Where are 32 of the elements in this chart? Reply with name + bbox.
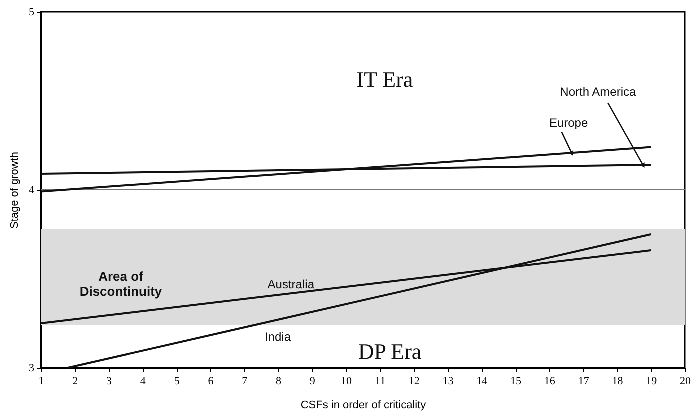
x-tick-label: 20: [680, 376, 692, 388]
x-tick-label: 13: [442, 376, 454, 388]
x-tick-label: 6: [208, 376, 214, 388]
annotation: IT Era: [356, 67, 414, 92]
y-tick-label: 3: [29, 362, 35, 374]
x-tick-label: 4: [140, 376, 146, 388]
x-tick-label: 10: [341, 376, 353, 388]
x-tick-label: 15: [510, 376, 522, 388]
x-tick-label: 2: [72, 376, 78, 388]
text: North America: [560, 85, 637, 100]
x-tick-label: 5: [174, 376, 180, 388]
annotation: DP Era: [358, 339, 422, 364]
series-label: Europe: [549, 116, 588, 130]
series-label: India: [264, 330, 292, 344]
x-tick-label: 8: [276, 376, 282, 388]
x-tick-label: 7: [242, 376, 248, 388]
band-label: Area of Discontinuity: [80, 269, 163, 300]
x-tick-label: 9: [310, 376, 316, 388]
x-tick-label: 11: [375, 376, 386, 388]
series-label: Australia: [268, 278, 315, 292]
x-tick-label: 18: [612, 376, 624, 388]
x-tick-label: 16: [544, 376, 556, 388]
x-tick-label: 14: [476, 376, 488, 388]
y-tick-label: 5: [29, 6, 35, 18]
x-tick-label: 12: [408, 376, 420, 388]
x-axis-title: CSFs in order of criticality: [300, 400, 427, 412]
x-tick-label: 1: [38, 376, 44, 388]
x-tick-label: 19: [646, 376, 658, 388]
y-tick-label: 4: [29, 184, 35, 196]
x-tick-label: 3: [106, 376, 113, 388]
x-tick-label: 17: [578, 376, 590, 388]
y-axis-title: Stage of growth: [9, 152, 21, 230]
